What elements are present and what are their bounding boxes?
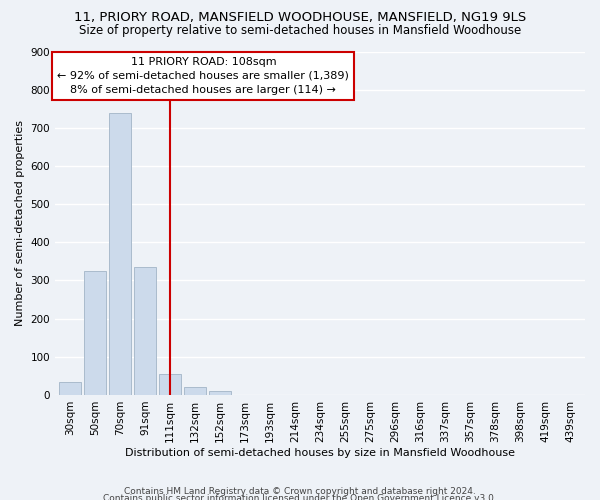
Bar — [109, 112, 131, 395]
Text: 11, PRIORY ROAD, MANSFIELD WOODHOUSE, MANSFIELD, NG19 9LS: 11, PRIORY ROAD, MANSFIELD WOODHOUSE, MA… — [74, 11, 526, 24]
Text: 11 PRIORY ROAD: 108sqm
← 92% of semi-detached houses are smaller (1,389)
8% of s: 11 PRIORY ROAD: 108sqm ← 92% of semi-det… — [58, 56, 349, 94]
Bar — [85, 271, 106, 395]
Bar — [184, 386, 206, 395]
Bar — [209, 391, 230, 395]
Text: Size of property relative to semi-detached houses in Mansfield Woodhouse: Size of property relative to semi-detach… — [79, 24, 521, 37]
Bar — [160, 374, 181, 395]
Bar — [134, 267, 155, 395]
Text: Contains HM Land Registry data © Crown copyright and database right 2024.: Contains HM Land Registry data © Crown c… — [124, 487, 476, 496]
Y-axis label: Number of semi-detached properties: Number of semi-detached properties — [15, 120, 25, 326]
Text: Contains public sector information licensed under the Open Government Licence v3: Contains public sector information licen… — [103, 494, 497, 500]
Bar — [59, 382, 80, 395]
X-axis label: Distribution of semi-detached houses by size in Mansfield Woodhouse: Distribution of semi-detached houses by … — [125, 448, 515, 458]
